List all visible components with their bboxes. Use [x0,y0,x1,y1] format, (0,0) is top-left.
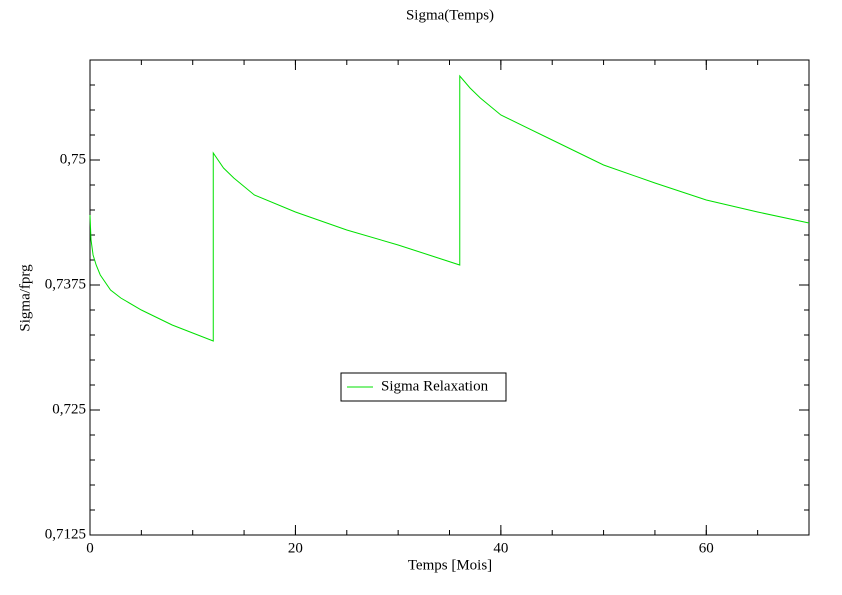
plot-frame [89,59,810,536]
chart-title: Sigma(Temps) [406,7,494,23]
x-tick-label: 20 [288,540,303,556]
y-axis-label: Sigma/fprg [17,264,33,332]
y-tick-label: 0,725 [52,401,86,417]
y-tick-label: 0,7375 [45,276,86,292]
legend-label: Sigma Relaxation [381,378,489,394]
y-tick-label: 0,75 [60,151,86,167]
x-tick-label: 40 [493,540,508,556]
x-tick-label: 0 [86,540,94,556]
data-line [89,74,810,342]
y-tick-label: 0,7125 [45,526,86,542]
x-axis-label: Temps [Mois] [408,557,492,573]
x-tick-label: 60 [699,540,714,556]
